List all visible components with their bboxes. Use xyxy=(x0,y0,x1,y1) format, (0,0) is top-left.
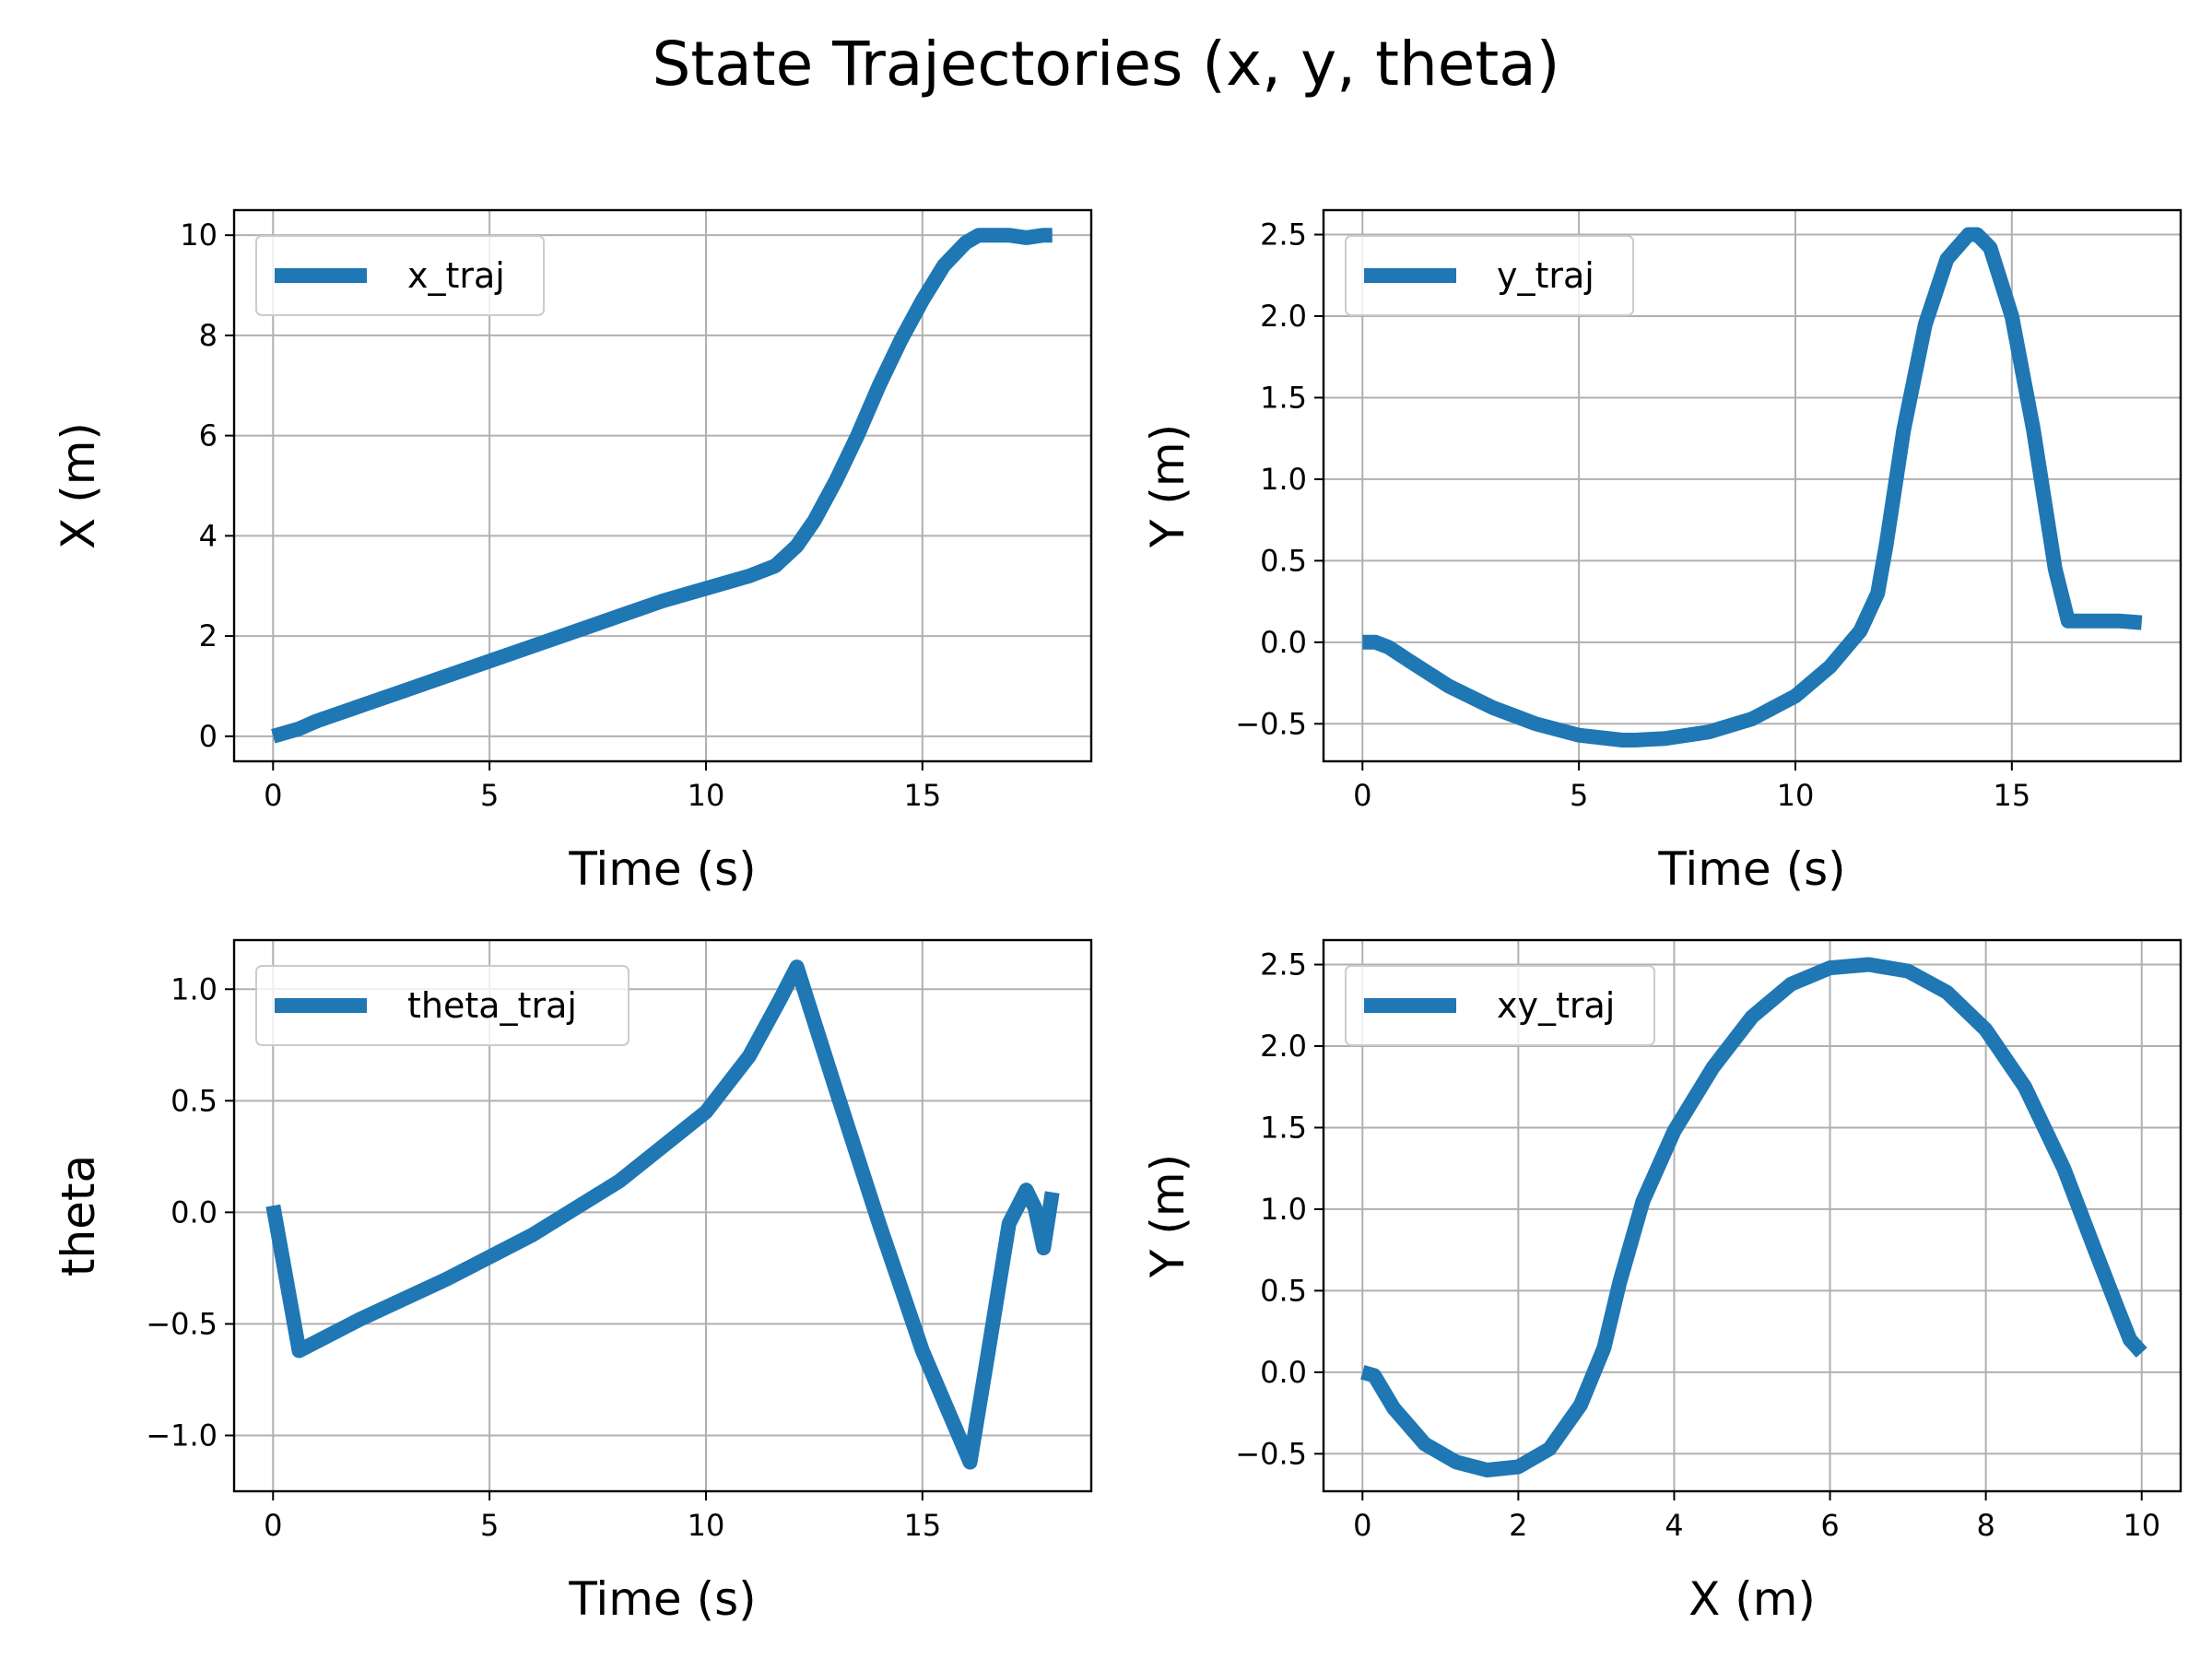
x-tick-label: 10 xyxy=(688,778,725,813)
y-axis-label: Y (m) xyxy=(1141,424,1194,548)
subplot-4: 0 2 4 6 8 10 −0.5 0.0 0.5 1.0 1.5 2.0 2.5 X (m) Y (m) x… xyxy=(1141,938,2183,1626)
x-tick-label: 5 xyxy=(1570,778,1588,813)
x-tick-label: 0 xyxy=(1353,1508,1371,1543)
y-tick-label: 2.5 xyxy=(1260,218,1307,253)
y-tick-label: 0.0 xyxy=(171,1194,218,1230)
y-axis-label: Y (m) xyxy=(1141,1154,1194,1278)
y-tick-label: 0.0 xyxy=(1260,1355,1307,1390)
series-line-xy_traj xyxy=(1360,957,2147,1477)
x-tick-label: 0 xyxy=(264,778,282,813)
y-tick-label: 4 xyxy=(199,518,218,553)
x-axis-label: Time (s) xyxy=(1657,842,1845,896)
y-tick-label: 1.0 xyxy=(1260,462,1307,497)
legend-frame xyxy=(1345,235,1634,316)
y-tick-label: −0.5 xyxy=(146,1306,218,1341)
figure-title: State Trajectories (x, y, theta) xyxy=(653,29,1560,100)
y-tick-label: 6 xyxy=(199,418,218,453)
y-axis-label: theta xyxy=(52,1155,105,1277)
y-tick-label: 0 xyxy=(199,719,218,754)
subplot-2-frame xyxy=(1322,208,2183,763)
x-axis-label: X (m) xyxy=(1688,1572,1816,1626)
subplot-1: 0 5 10 15 0 2 4 6 8 10 Time (s) X (m) x_traj xyxy=(52,208,1093,896)
y-tick-label: 0.5 xyxy=(1260,1273,1307,1308)
x-tick-label: 6 xyxy=(1820,1508,1839,1543)
legend-label: x_traj xyxy=(407,255,505,296)
legend-label: xy_traj xyxy=(1497,985,1615,1026)
series-line-x_traj xyxy=(271,228,1053,744)
subplot-3-legend: theta_traj xyxy=(255,965,629,1046)
y-tick-label: 0.5 xyxy=(1260,543,1307,578)
y-tick-label: 1.0 xyxy=(1260,1192,1307,1227)
subplot-3: 0 5 10 15 −1.0 −0.5 0.0 0.5 1.0 Time (s) theta thet… xyxy=(52,938,1093,1626)
y-tick-label: −1.0 xyxy=(146,1418,218,1453)
x-tick-label: 10 xyxy=(1777,778,1815,813)
x-tick-label: 2 xyxy=(1509,1508,1527,1543)
subplot-1-legend: x_traj xyxy=(255,235,545,316)
x-tick-label: 4 xyxy=(1665,1508,1683,1543)
y-tick-label: 2.5 xyxy=(1260,947,1307,982)
x-tick-label: 8 xyxy=(1976,1508,1994,1543)
x-axis-label: Time (s) xyxy=(568,1572,756,1626)
x-tick-label: 15 xyxy=(1993,778,2030,813)
subplot-4-frame xyxy=(1322,938,2183,1493)
subplot-1-grid xyxy=(234,210,1091,761)
subplot-1-frame xyxy=(232,208,1093,763)
x-axis-label: Time (s) xyxy=(568,842,756,896)
y-tick-label: 1.5 xyxy=(1260,1110,1307,1145)
legend-label: theta_traj xyxy=(407,985,577,1026)
legend-frame xyxy=(1345,965,1655,1046)
y-tick-label: 2 xyxy=(199,618,218,653)
y-tick-label: −0.5 xyxy=(1235,706,1307,741)
legend-frame xyxy=(255,965,629,1046)
x-tick-label: 10 xyxy=(688,1508,725,1543)
x-tick-label: 10 xyxy=(2123,1508,2160,1543)
series-line-y_traj xyxy=(1362,227,2143,747)
subplot-2-legend: y_traj xyxy=(1345,235,1634,316)
y-tick-label: −0.5 xyxy=(1235,1436,1307,1471)
y-tick-label: 2.0 xyxy=(1260,1029,1307,1064)
subplot-grid: 0 5 10 15 0 2 4 6 8 10 Time (s) X (m) x_traj 0 5 10 15 −0… xyxy=(52,208,2183,1626)
x-tick-label: 0 xyxy=(1353,778,1371,813)
y-axis-label: X (m) xyxy=(52,422,105,549)
x-tick-label: 5 xyxy=(480,1508,499,1543)
series-line-theta_traj xyxy=(265,959,1060,1470)
y-tick-label: 2.0 xyxy=(1260,299,1307,334)
subplot-4-legend: xy_traj xyxy=(1345,965,1655,1046)
y-tick-label: 8 xyxy=(199,318,218,353)
x-tick-label: 15 xyxy=(903,778,941,813)
x-tick-label: 5 xyxy=(480,778,499,813)
legend-frame xyxy=(255,235,545,316)
y-tick-label: 0.5 xyxy=(171,1083,218,1118)
subplot-2: 0 5 10 15 −0.5 0.0 0.5 1.0 1.5 2.0 2.5 Time (s) Y (m… xyxy=(1141,208,2183,896)
x-tick-label: 0 xyxy=(264,1508,282,1543)
legend-label: y_traj xyxy=(1497,255,1594,296)
subplot-3-frame xyxy=(232,938,1093,1493)
y-tick-label: 10 xyxy=(180,218,218,253)
y-tick-label: 1.0 xyxy=(171,971,218,1006)
x-tick-label: 15 xyxy=(903,1508,941,1543)
y-tick-label: 1.5 xyxy=(1260,380,1307,415)
y-tick-label: 0.0 xyxy=(1260,625,1307,660)
